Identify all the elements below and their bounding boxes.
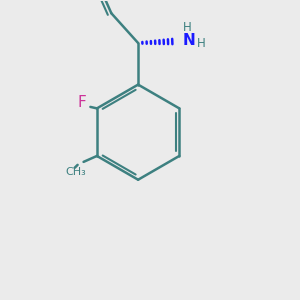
Text: H: H: [197, 37, 206, 50]
Text: N: N: [182, 32, 195, 47]
Text: F: F: [77, 95, 86, 110]
Text: H: H: [183, 21, 191, 34]
Text: CH₃: CH₃: [66, 167, 86, 177]
